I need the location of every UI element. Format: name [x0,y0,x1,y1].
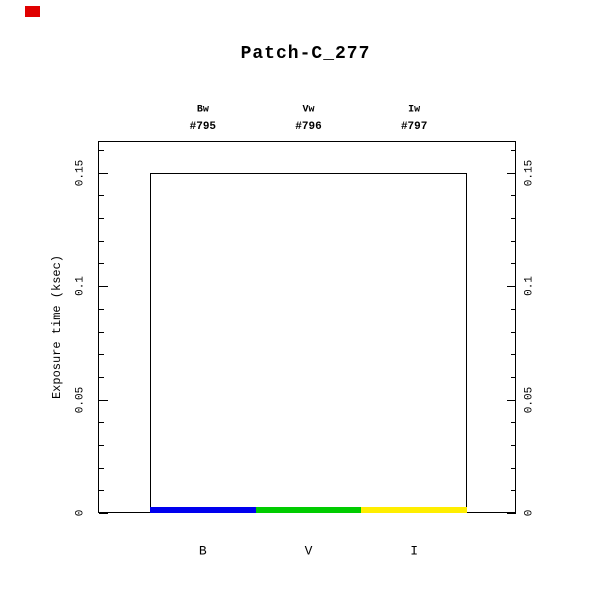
y-minor-tick-left [99,263,104,264]
chart-title: Patch-C_277 [240,44,371,64]
y-tick-label-right: 0.1 [523,276,536,296]
observed-exposure-bar-V [255,507,362,513]
y-major-tick-right [507,286,516,287]
filter-id-label: #796 [295,121,322,133]
filter-band-label: Vw [302,104,315,116]
y-tick-label-right: 0 [523,509,536,517]
x-category-label-V: V [304,543,313,559]
y-minor-tick-right [511,150,516,151]
y-major-tick-right [507,513,516,514]
y-minor-tick-left [99,422,104,423]
y-tick-label-right: 0.05 [523,386,536,414]
y-minor-tick-right [511,490,516,491]
y-major-tick-left [99,173,108,174]
filter-band-label: Iw [408,104,421,116]
planned-exposure-outline [150,173,467,513]
y-major-tick-right [507,173,516,174]
y-minor-tick-left [99,445,104,446]
y-minor-tick-right [511,332,516,333]
y-minor-tick-right [511,195,516,196]
y-minor-tick-left [99,241,104,242]
y-tick-label-right: 0.15 [523,159,536,187]
y-minor-tick-right [511,445,516,446]
y-major-tick-left [99,513,108,514]
y-minor-tick-left [99,354,104,355]
y-tick-label-left: 0.1 [74,276,87,296]
y-minor-tick-left [99,377,104,378]
y-minor-tick-right [511,241,516,242]
y-axis-title: Exposure time (ksec) [50,254,64,400]
y-minor-tick-right [511,354,516,355]
status-marker-square [25,6,40,17]
x-category-label-I: I [410,543,419,559]
x-category-label-B: B [198,543,207,559]
y-minor-tick-right [511,468,516,469]
filter-id-label: #797 [400,121,428,133]
y-minor-tick-right [511,377,516,378]
y-tick-label-left: 0.05 [74,386,87,414]
y-minor-tick-left [99,332,104,333]
y-minor-tick-right [511,218,516,219]
observed-exposure-bar-B [150,507,256,513]
y-minor-tick-left [99,195,104,196]
filter-band-label: Bw [196,104,209,116]
y-tick-label-left: 0.15 [74,159,87,187]
observed-exposure-bar-I [361,507,467,513]
y-minor-tick-left [99,218,104,219]
y-major-tick-right [507,400,516,401]
filter-id-label: #795 [189,121,217,133]
y-minor-tick-left [99,150,104,151]
y-major-tick-left [99,400,108,401]
y-major-tick-left [99,286,108,287]
y-minor-tick-left [99,309,104,310]
y-minor-tick-right [511,422,516,423]
y-minor-tick-right [511,309,516,310]
y-minor-tick-left [99,468,104,469]
y-minor-tick-left [99,490,104,491]
y-tick-label-left: 0 [74,509,87,517]
y-minor-tick-right [511,263,516,264]
